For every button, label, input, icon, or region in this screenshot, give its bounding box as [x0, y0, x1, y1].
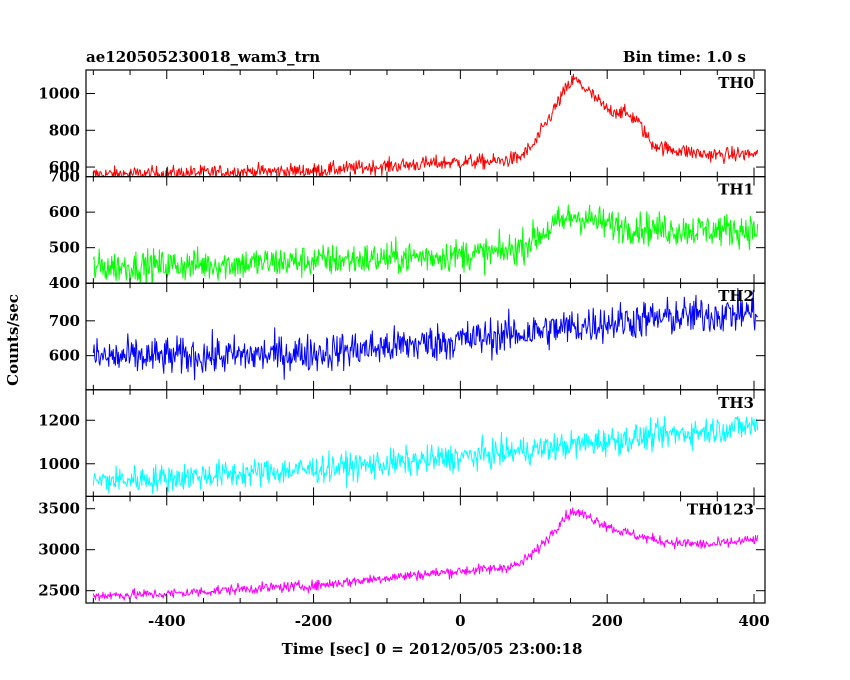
x-tick-label: 0: [455, 612, 465, 630]
x-tick-label: -400: [148, 612, 186, 630]
panel-frame-th3: [85, 389, 766, 497]
y-tick-label: 700: [49, 312, 80, 330]
y-tick-label: 1000: [38, 85, 80, 103]
series-line-th2: [92, 287, 759, 381]
y-tick-label: 400: [49, 274, 80, 292]
y-tick-label: 3500: [38, 500, 80, 518]
y-tick-label: 1000: [38, 455, 80, 473]
x-tick-label: 200: [592, 612, 623, 630]
chart-title: ae120505230018_wam3_trn: [86, 48, 320, 66]
panel-label-th2: TH2: [718, 287, 754, 305]
y-tick-label: 800: [49, 121, 80, 139]
bin-time-label: Bin time: 1.0 s: [623, 48, 746, 66]
panel-label-th3: TH3: [718, 394, 754, 412]
panels-group: 6008001000TH0400500600700TH1600700TH2100…: [38, 69, 770, 630]
x-tick-label: -200: [295, 612, 333, 630]
panel-frame-th2: [85, 282, 766, 391]
panel-label-th0123: TH0123: [687, 500, 754, 518]
y-tick-label: 2500: [38, 582, 80, 600]
y-tick-label: 600: [49, 158, 80, 176]
series-line-th0: [92, 73, 759, 177]
x-axis-label: Time [sec] 0 = 2012/05/05 23:00:18: [282, 640, 583, 658]
y-tick-label: 700: [49, 168, 80, 186]
series-line-th0123: [92, 507, 759, 602]
series-line-th3: [92, 415, 759, 495]
y-tick-label: 3000: [38, 541, 80, 559]
panel-label-th0: TH0: [718, 74, 754, 92]
series-line-th1: [92, 204, 759, 284]
y-tick-label: 600: [49, 203, 80, 221]
x-tick-label: 400: [738, 612, 769, 630]
y-tick-label: 1200: [38, 411, 80, 429]
y-tick-label: 600: [49, 347, 80, 365]
y-axis-label: Counts/sec: [4, 294, 22, 386]
panel-frame-th0123: [85, 495, 766, 604]
panel-label-th1: TH1: [718, 181, 754, 199]
y-tick-label: 500: [49, 239, 80, 257]
